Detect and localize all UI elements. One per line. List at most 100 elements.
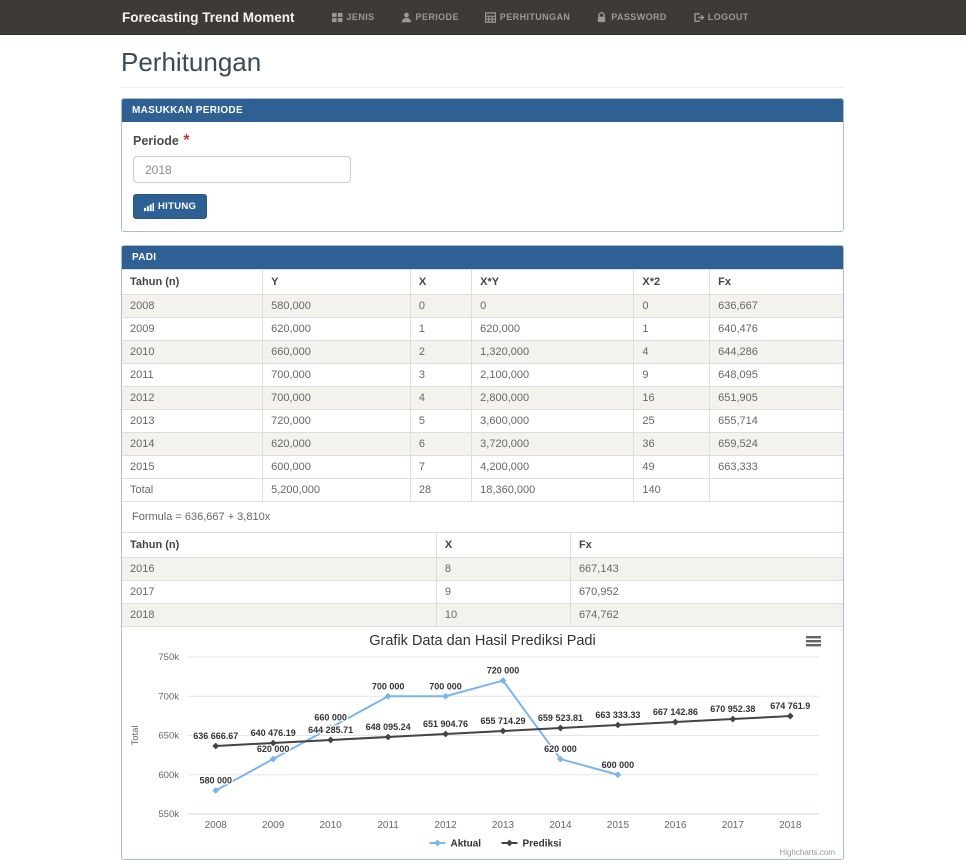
table-cell: 674,762 [569, 603, 843, 627]
data-point-marker[interactable] [786, 712, 794, 720]
table-cell: 620,000 [262, 432, 411, 456]
table-cell: 2010 [122, 340, 264, 364]
prediction-table: Tahun (n) X Fx 2016 8 667,143 2017 9 670,952 201… [122, 532, 843, 627]
data-point-marker[interactable] [557, 755, 564, 763]
column-header: X [435, 532, 571, 558]
data-point-label: 660 000 [314, 713, 347, 723]
nav-item-perhitungan[interactable]: PERHITUNGAN [472, 0, 583, 35]
data-point-marker[interactable] [614, 771, 622, 779]
x-tick-label: 2016 [664, 820, 687, 831]
hitung-button[interactable]: HITUNG [133, 194, 208, 219]
data-point-label: 720 000 [487, 666, 520, 676]
data-point-marker[interactable] [499, 677, 507, 684]
hitung-button-label: HITUNG [158, 201, 197, 212]
periode-input[interactable] [133, 156, 351, 183]
table-cell: Total [122, 478, 264, 502]
table-cell: 0 [409, 294, 473, 318]
x-tick-label: 2008 [205, 820, 228, 831]
user-icon [401, 12, 412, 23]
data-point-marker[interactable] [212, 787, 220, 794]
table-cell: 1 [409, 317, 473, 341]
data-point-marker[interactable] [729, 715, 737, 723]
table-cell: 6 [409, 432, 473, 456]
legend-item-aktual[interactable]: Aktual [429, 839, 482, 850]
table-cell: 2015 [122, 455, 264, 479]
nav-item-label: JENIS [346, 12, 375, 22]
column-header: Fx [709, 269, 843, 295]
x-tick-label: 2015 [607, 820, 630, 831]
table-cell: 2 [409, 340, 473, 364]
bar-chart-icon [144, 202, 154, 212]
data-point-marker[interactable] [212, 742, 220, 750]
table-cell: 2014 [122, 432, 264, 456]
y-tick-label: 750k [158, 652, 179, 663]
nav-item-jenis[interactable]: JENIS [319, 0, 388, 35]
table-row: 2013 720,000 5 3,600,000 25 655,714 [122, 409, 843, 433]
data-point-label: 663 333.33 [595, 710, 640, 720]
nav-item-logout[interactable]: LOGOUT [680, 0, 762, 35]
data-point-marker[interactable] [384, 733, 392, 741]
data-point-label: 670 952.38 [710, 704, 755, 714]
nav-item-label: LOGOUT [707, 12, 749, 22]
table-cell: 2012 [122, 386, 264, 410]
table-cell: 10 [435, 603, 571, 627]
data-point-marker[interactable] [384, 692, 392, 700]
th-grid-icon [331, 12, 343, 23]
x-tick-label: 2012 [434, 820, 457, 831]
data-point-marker[interactable] [671, 718, 679, 726]
data-point-marker[interactable] [269, 755, 277, 763]
chart-menu-button[interactable] [806, 636, 821, 647]
table-cell: 580,000 [262, 294, 411, 318]
x-tick-label: 2013 [492, 820, 515, 831]
table-cell: 700,000 [262, 386, 411, 410]
x-tick-label: 2018 [779, 820, 802, 831]
data-point-marker[interactable] [499, 727, 507, 735]
data-point-marker[interactable] [614, 721, 622, 729]
form-panel-header: MASUKKAN PERIODE [122, 99, 843, 122]
table-cell: 7 [409, 455, 473, 479]
table-row: 2011 700,000 3 2,100,000 9 648,095 [122, 363, 843, 387]
forecast-chart: Grafik Data dan Hasil Prediksi Padi 550k 6… [122, 627, 843, 859]
legend-item-prediksi[interactable]: Prediksi [501, 839, 562, 850]
y-tick-label: 550k [158, 809, 179, 820]
table-cell: 636,667 [709, 294, 843, 318]
series-line-aktual [215, 679, 619, 792]
data-point-marker[interactable] [442, 730, 449, 738]
nav-item-label: PERIODE [415, 12, 459, 22]
table-row: 2010 660,000 2 1,320,000 4 644,286 [122, 340, 843, 364]
brand-link[interactable]: Forecasting Trend Moment [122, 9, 295, 25]
table-cell: 2,800,000 [471, 386, 635, 410]
table-cell: 9 [435, 580, 571, 604]
data-point-label: 655 714.29 [480, 716, 525, 726]
table-cell: 1 [633, 317, 711, 341]
x-tick-label: 2011 [377, 820, 399, 831]
table-row: 2018 10 674,762 [122, 603, 843, 627]
y-tick-label: 600k [158, 770, 179, 781]
data-point-marker[interactable] [442, 692, 449, 700]
data-point-marker[interactable] [557, 724, 564, 732]
table-cell: 670,952 [569, 580, 843, 604]
nav-item-periode[interactable]: PERIODE [388, 0, 472, 35]
table-cell: 2017 [122, 580, 437, 604]
data-point-marker[interactable] [269, 739, 277, 747]
nav-item-password[interactable]: PASSWORD [583, 0, 680, 35]
data-point-marker[interactable] [327, 736, 335, 744]
table-cell: 2008 [122, 294, 264, 318]
y-tick-label: 650k [158, 731, 179, 742]
table-icon [484, 11, 496, 23]
table-cell: 0 [471, 294, 635, 318]
nav-item-label: PERHITUNGAN [499, 12, 571, 22]
table-cell: 660,000 [262, 340, 411, 364]
chart-svg: Grafik Data dan Hasil Prediksi Padi 550k 6… [130, 633, 835, 857]
total-row: Total 5,200,000 28 18,360,000 140 [122, 478, 843, 502]
table-cell: 620,000 [262, 317, 411, 341]
table-cell: 3,720,000 [471, 432, 635, 456]
data-point-marker[interactable] [327, 724, 335, 732]
highcharts-credits-link[interactable]: Highcharts.com [779, 848, 835, 857]
required-asterisk: * [183, 132, 190, 149]
chart-title: Grafik Data dan Hasil Prediksi Padi [369, 633, 595, 649]
table-row: 2009 620,000 1 620,000 1 640,476 [122, 317, 843, 341]
table-row: 2017 9 670,952 [122, 580, 843, 604]
data-point-label: 700 000 [429, 681, 462, 691]
y-axis-title: Total [130, 725, 141, 745]
